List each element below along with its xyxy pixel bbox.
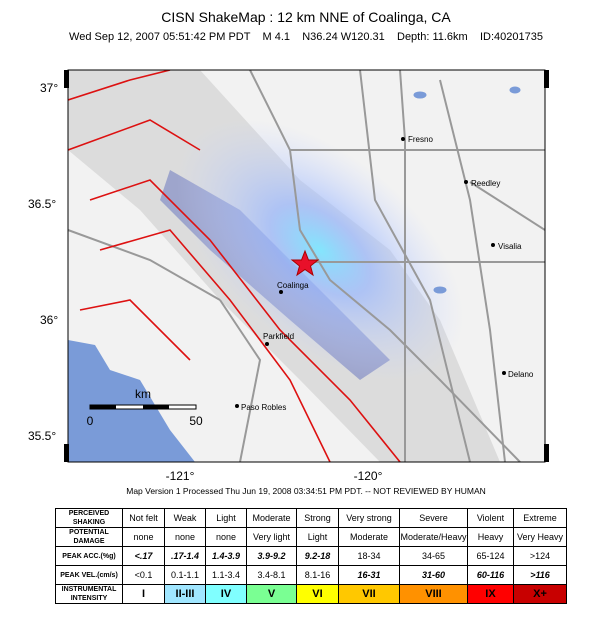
lon-labels: -121° -120° (166, 469, 383, 483)
legend-cell: 3.9-9.2 (246, 546, 297, 566)
legend-cell: 60-116 (467, 565, 514, 585)
legend-row: INSTRUMENTAL INTENSITY I II-III IV V VI VII VII… (55, 584, 567, 604)
legend-cell: X+ (513, 584, 567, 604)
city-dot (464, 180, 468, 184)
map-frame (67, 69, 546, 463)
city-dot (279, 290, 283, 294)
legend-cell: Strong (296, 508, 339, 528)
footer: Map Version 1 Processed Thu Jun 19, 2008… (126, 486, 486, 496)
legend-cell: 9.2-18 (296, 546, 339, 566)
ocean (68, 340, 195, 462)
lat-labels: 37° 36.5° 36° 35.5° (28, 81, 58, 443)
legend-cell: .17-1.4 (164, 546, 206, 566)
legend-row-header: PEAK ACC.(%g) (55, 546, 123, 566)
scale-end: 50 (189, 414, 203, 428)
legend-cell: Very Heavy (513, 527, 567, 547)
city-label: Visalia (498, 242, 522, 251)
city-label: Reedley (471, 179, 500, 188)
legend-cell: 3.4-8.1 (246, 565, 297, 585)
legend-cell: Weak (164, 508, 206, 528)
legend-cell: 65-124 (467, 546, 514, 566)
city-label: Parkfield (263, 332, 294, 341)
scale-start: 0 (87, 414, 94, 428)
lon-label: -120° (354, 469, 383, 483)
faults (68, 70, 401, 462)
legend-cell: 31-60 (399, 565, 468, 585)
legend-cell: I (122, 584, 165, 604)
roads (68, 70, 545, 462)
legend-cell: >116 (513, 565, 567, 585)
city-label: Fresno (408, 135, 433, 144)
legend-row-header: PEAK VEL.(cm/s) (55, 565, 123, 585)
legend-cell: Moderate (338, 527, 400, 547)
legend-cell: none (122, 527, 165, 547)
legend-cell: 0.1-1.1 (164, 565, 206, 585)
legend-cell: Severe (399, 508, 468, 528)
intensity-legend: PERCEIVED SHAKING Not felt Weak Light Modera… (55, 508, 567, 604)
legend-cell: Violent (467, 508, 514, 528)
legend-row: PEAK VEL.(cm/s) <0.1 0.1-1.1 1.1-3.4 3.4-8.1… (55, 565, 567, 585)
lat-label: 37° (40, 81, 58, 95)
legend-cell: Very strong (338, 508, 400, 528)
legend-cell: VI (296, 584, 339, 604)
legend-row-header: INSTRUMENTAL INTENSITY (55, 584, 123, 604)
city-dot (235, 404, 239, 408)
legend-cell: V (246, 584, 297, 604)
city-label: Paso Robles (241, 403, 286, 412)
legend-cell: 1.4-3.9 (205, 546, 247, 566)
legend-cell: >124 (513, 546, 567, 566)
legend-cell: <0.1 (122, 565, 165, 585)
legend-cell: Extreme (513, 508, 567, 528)
cities: Fresno Reedley Visalia Coalinga Parkfiel… (235, 135, 534, 412)
legend-cell: Moderate/Heavy (399, 527, 468, 547)
legend-cell: II-III (164, 584, 206, 604)
scale-unit: km (135, 387, 151, 401)
lat-label: 35.5° (28, 429, 56, 443)
legend-cell: 18-34 (338, 546, 400, 566)
legend-cell: Not felt (122, 508, 165, 528)
city-dot (502, 371, 506, 375)
legend-cell: Heavy (467, 527, 514, 547)
frame-corners (64, 70, 549, 462)
legend-cell: 1.1-3.4 (205, 565, 247, 585)
legend-cell: Very light (246, 527, 297, 547)
legend-cell: 16-31 (338, 565, 400, 585)
legend-cell: 34-65 (399, 546, 468, 566)
map-area (68, 70, 545, 462)
legend-cell: VII (338, 584, 400, 604)
legend-row: PERCEIVED SHAKING Not felt Weak Light Modera… (55, 508, 567, 528)
legend-cell: Moderate (246, 508, 297, 528)
legend-row-header: PERCEIVED SHAKING (55, 508, 123, 528)
legend-cell: IV (205, 584, 247, 604)
legend-cell: none (164, 527, 206, 547)
city-dot (491, 243, 495, 247)
scale-bar: km 0 50 (87, 387, 203, 428)
legend-row-header: POTENTIAL DAMAGE (55, 527, 123, 547)
city-label: Coalinga (277, 281, 309, 290)
title: CISN ShakeMap : 12 km NNE of Coalinga, C… (161, 9, 451, 25)
legend-cell: Light (296, 527, 339, 547)
city-label: Delano (508, 370, 534, 379)
legend-row: POTENTIAL DAMAGE none none none Very light Li… (55, 527, 567, 547)
city-dot (265, 342, 269, 346)
subtitle: Wed Sep 12, 2007 05:51:42 PM PDT M 4.1 N… (69, 31, 543, 43)
legend-row: PEAK ACC.(%g) <.17.17-1.4 1.4-3.9 3.9-9.2 9.… (55, 546, 567, 566)
lakes (413, 86, 521, 294)
legend-cell: Light (205, 508, 247, 528)
lat-label: 36° (40, 313, 58, 327)
legend-cell: VIII (399, 584, 468, 604)
city-dot (401, 137, 405, 141)
lat-label: 36.5° (28, 197, 56, 211)
lon-label: -121° (166, 469, 195, 483)
legend-cell: 8.1-16 (296, 565, 339, 585)
legend-cell: <.17 (122, 546, 165, 566)
legend-cell: none (205, 527, 247, 547)
epicenter (290, 249, 320, 277)
legend-cell: IX (467, 584, 514, 604)
shaking-intensity (176, 118, 464, 382)
